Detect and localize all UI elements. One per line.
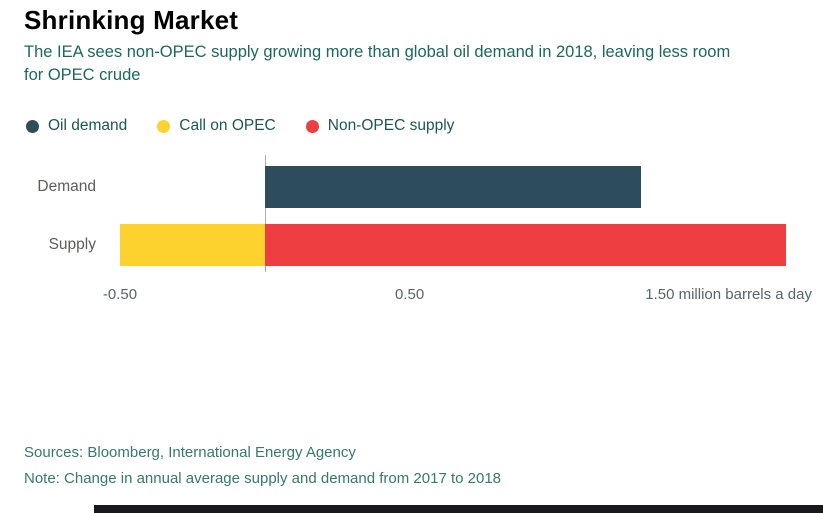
chart-legend: Oil demand Call on OPEC Non-OPEC supply [26, 117, 454, 135]
bar-chart: -0.50 0.50 1.50 million barrels a day Dema… [0, 155, 823, 320]
category-label-demand: Demand [37, 178, 96, 195]
legend-dot-call-on-opec [157, 119, 171, 133]
plot-area [120, 155, 786, 272]
legend-label: Call on OPEC [179, 117, 276, 134]
legend-label: Non-OPEC supply [327, 117, 455, 134]
legend-item-call-on-opec: Call on OPEC [157, 117, 276, 135]
chart-subtitle: The IEA sees non-OPEC supply growing mor… [24, 43, 731, 84]
legend-dot-oil-demand [26, 119, 39, 133]
legend-item-oil-demand: Oil demand [26, 117, 127, 135]
bar-supply-non-opec-supply [264, 224, 786, 266]
x-tick-1-50-million-barrels-a-day: 1.50 million barrels a day [645, 286, 812, 303]
bottom-banner-edge [94, 505, 823, 513]
note-text: Note: Change in annual average supply an… [24, 470, 502, 487]
x-tick-0-50: 0.50 [394, 286, 425, 303]
x-axis-ticks: -0.50 0.50 1.50 million barrels a day [103, 286, 812, 306]
sources-text: Sources: Bloomberg, International Energy… [24, 444, 356, 461]
bar-supply-call-on-opec [120, 224, 265, 266]
chart-title: Shrinking Market [24, 5, 239, 35]
bar-demand-oil-demand [264, 166, 642, 208]
zero-gridline [264, 155, 266, 272]
x-tick-0-50: -0.50 [102, 286, 138, 303]
legend-dot-non-opec-supply [305, 119, 319, 133]
category-label-supply: Supply [48, 236, 96, 253]
legend-item-non-opec-supply: Non-OPEC supply [305, 117, 455, 135]
legend-label: Oil demand [48, 117, 128, 134]
